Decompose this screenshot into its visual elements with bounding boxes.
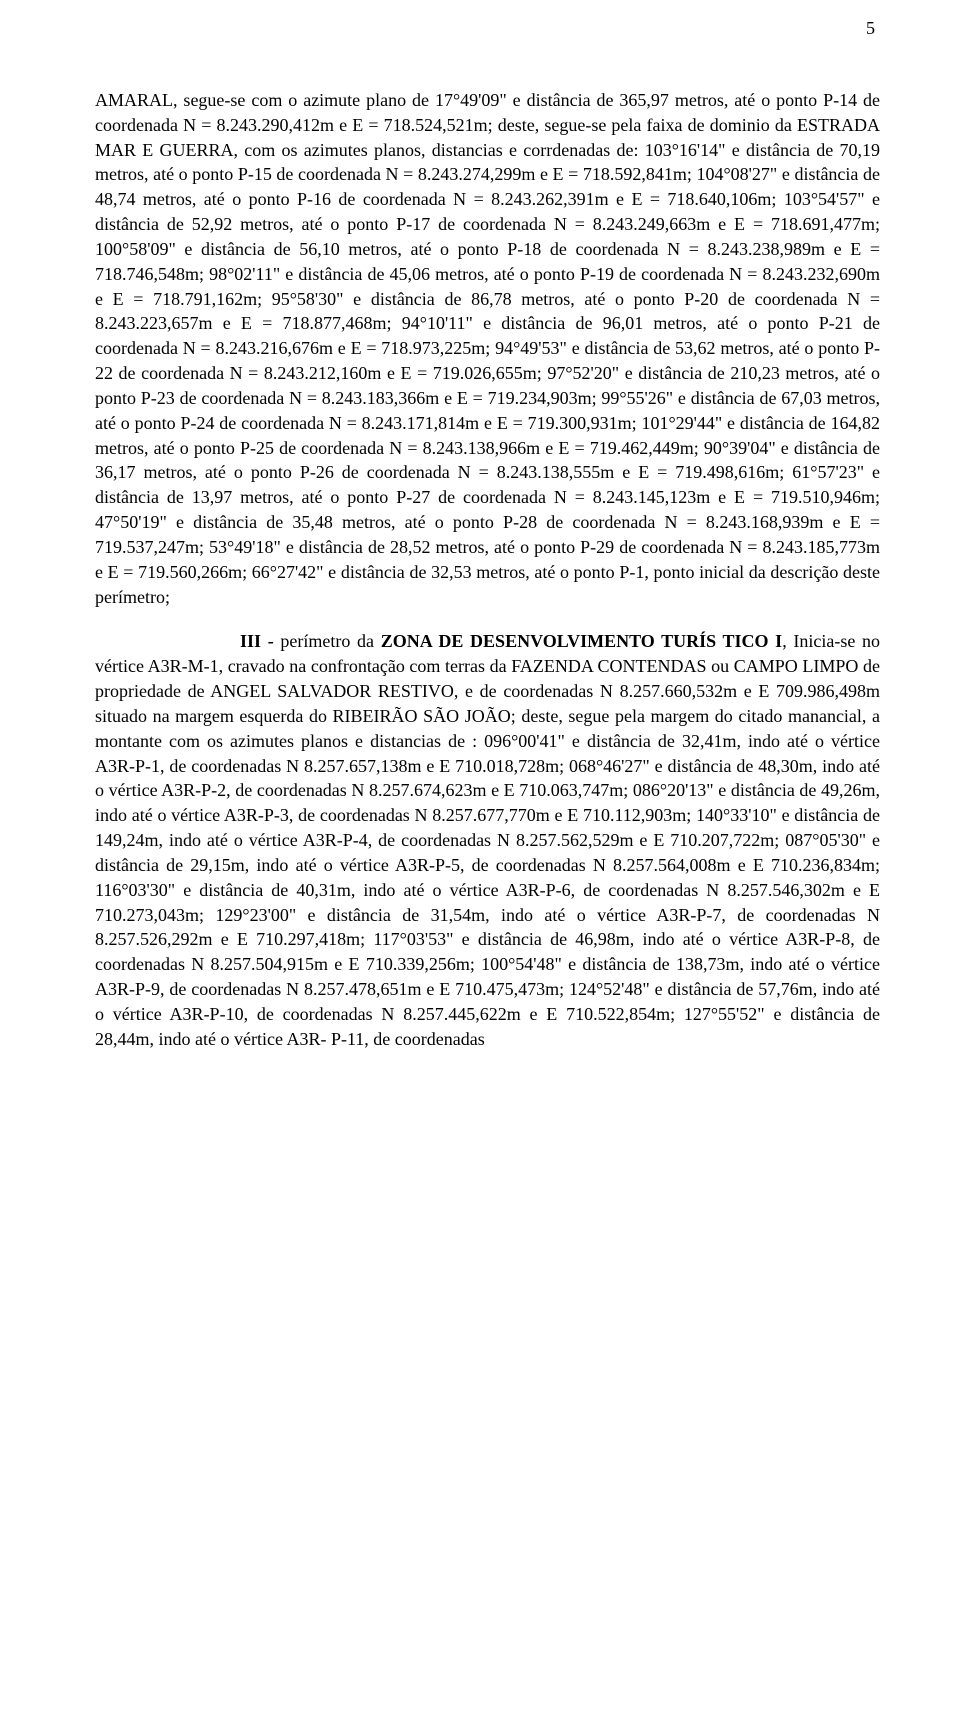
document-page: 5 AMARAL, segue-se com o azimute plano d… xyxy=(0,0,960,1131)
section-text-1: perímetro da xyxy=(280,631,380,651)
section-rest: , Inicia-se no vértice A3R-M-1, cravado … xyxy=(95,631,880,1048)
paragraph-2: III - perímetro da ZONA DE DESENVOLVIMEN… xyxy=(95,629,880,1051)
body-text: AMARAL, segue-se com o azimute plano de … xyxy=(95,88,880,1051)
zone-title-line1: ZONA DE DESENVOLVIMENTO TURÍS xyxy=(381,631,723,651)
section-lead: III - xyxy=(240,631,280,651)
paragraph-1: AMARAL, segue-se com o azimute plano de … xyxy=(95,88,880,609)
zone-title-line2: TICO I xyxy=(722,631,782,651)
page-number: 5 xyxy=(866,18,875,39)
